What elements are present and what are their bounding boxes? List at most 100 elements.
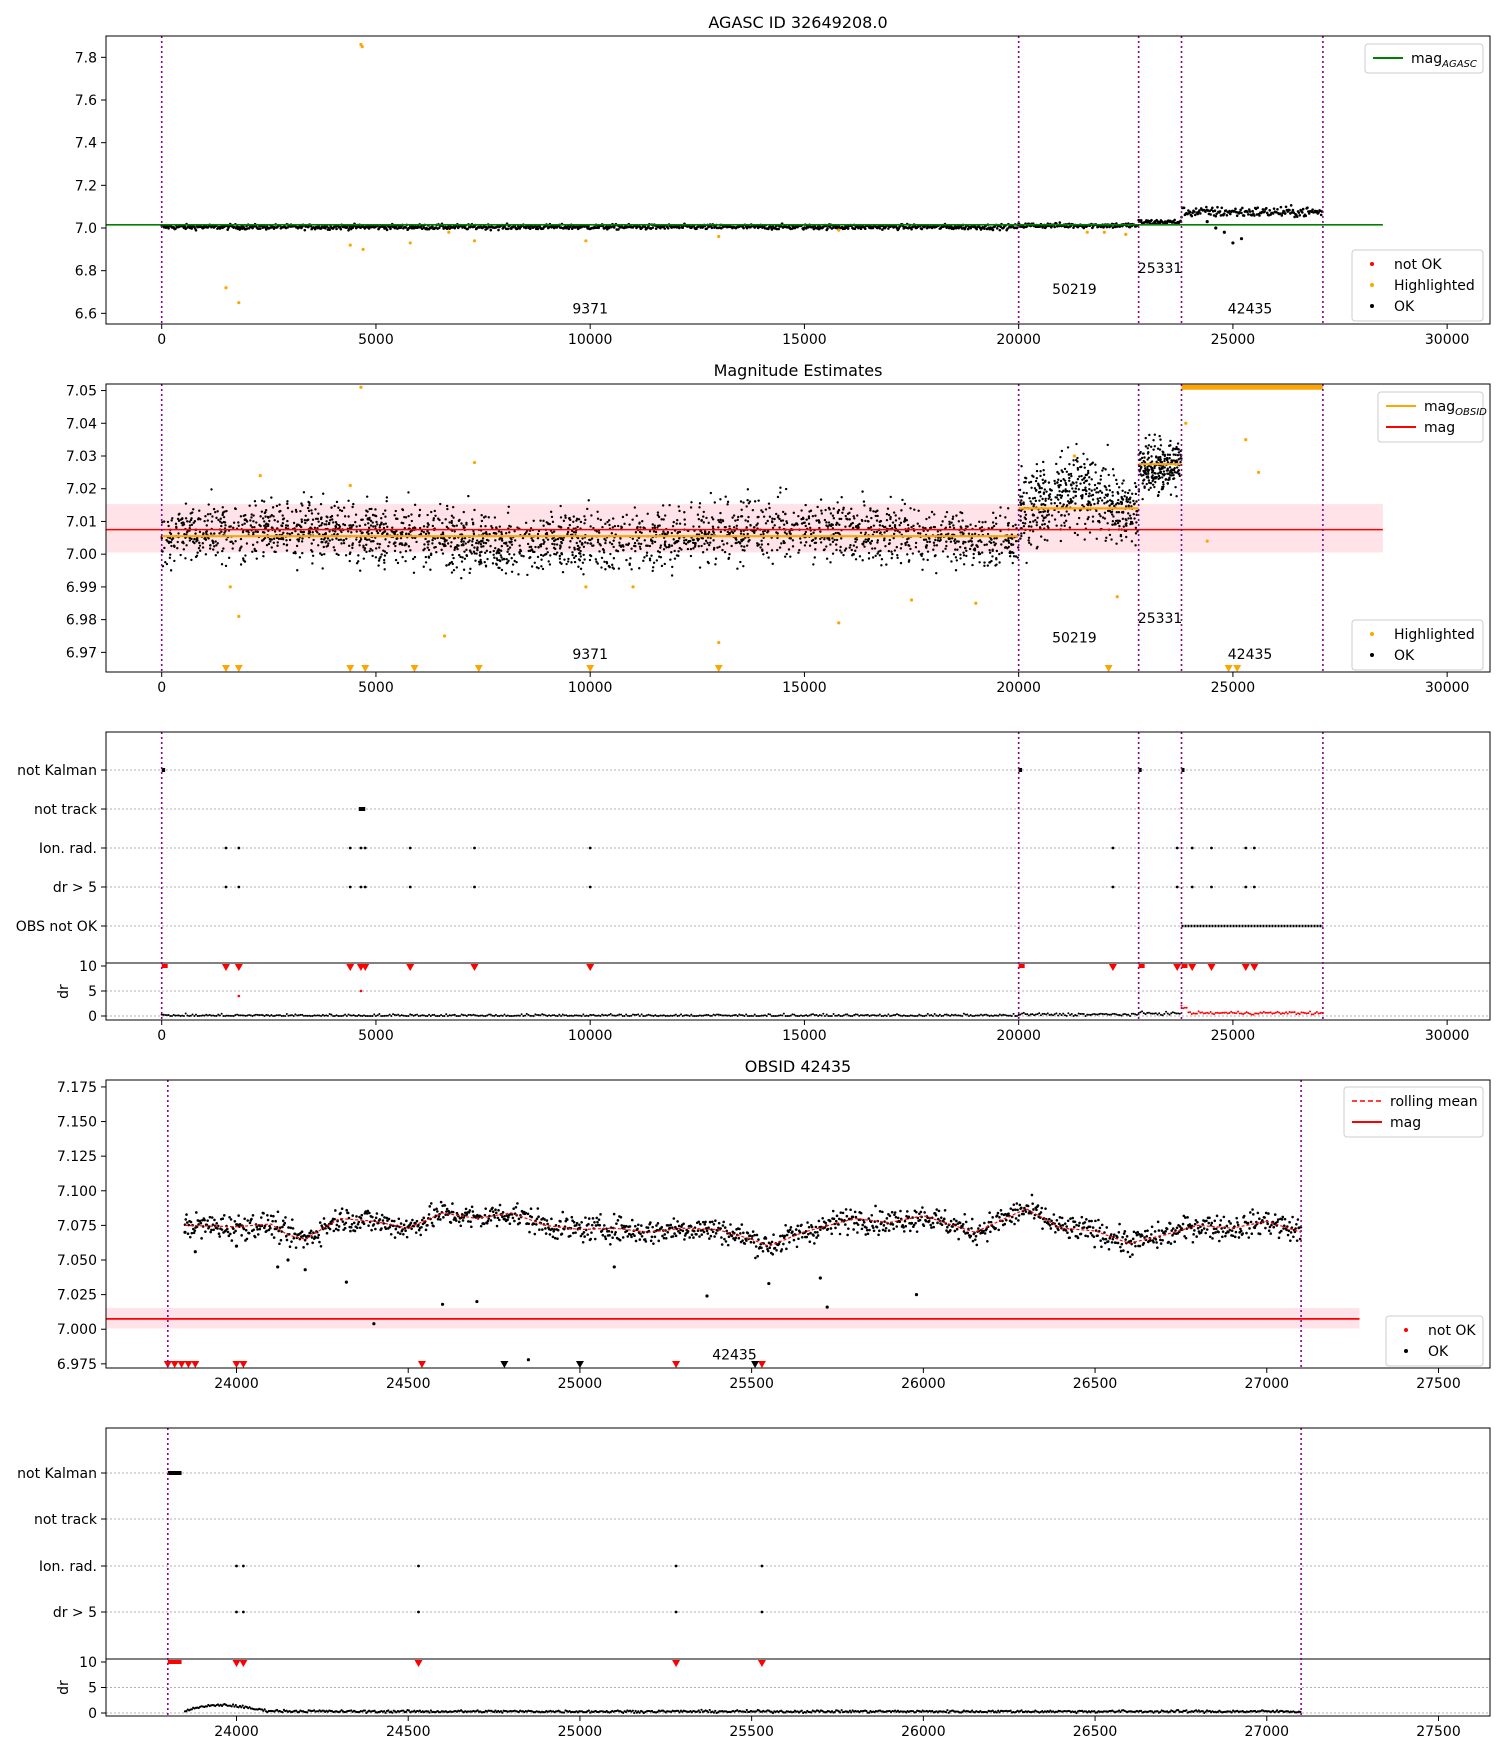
- ok-point: [290, 510, 294, 513]
- ok-point: [499, 554, 503, 557]
- ok-point: [1247, 213, 1250, 216]
- dr-point: [457, 1015, 460, 1017]
- ok-point: [662, 518, 665, 521]
- ok-point: [702, 510, 705, 514]
- ok-point: [339, 538, 343, 541]
- dr-point: [500, 1014, 503, 1017]
- ok-point: [413, 503, 417, 507]
- ok-point: [686, 547, 690, 551]
- ok-point: [728, 525, 731, 528]
- ok-point: [653, 526, 657, 530]
- ok-point: [254, 530, 257, 533]
- ok-point: [426, 546, 429, 549]
- ok-point: [452, 537, 456, 540]
- dr-axis-label: dr: [56, 984, 72, 999]
- ok-point: [592, 526, 595, 530]
- dr-point: [160, 1013, 163, 1016]
- dr-point: [467, 1013, 470, 1016]
- legend-box: [1364, 43, 1484, 74]
- ok-point: [364, 523, 367, 526]
- dr-point: [326, 1014, 329, 1017]
- ok-point: [885, 518, 889, 522]
- ok-point: [580, 543, 584, 546]
- ok-point: [930, 510, 934, 514]
- ok-point: [1111, 519, 1115, 523]
- ok-point: [340, 542, 343, 545]
- ok-point: [646, 544, 649, 547]
- ok-point: [457, 519, 461, 523]
- ok-point: [480, 562, 483, 565]
- ok-point: [500, 539, 504, 542]
- ok-point: [709, 536, 712, 540]
- ok-point: [513, 530, 516, 533]
- ok-point: [639, 526, 642, 529]
- ok-point: [1035, 521, 1039, 524]
- ok-point: [854, 558, 858, 561]
- ok-point: [725, 542, 729, 545]
- ok-point: [600, 566, 603, 569]
- ok-point: [1239, 208, 1242, 212]
- flag-ion-rad-mark: [224, 846, 228, 850]
- ok-point: [191, 511, 194, 514]
- ok-point: [455, 524, 458, 527]
- ok-point: [564, 516, 567, 519]
- dr-point: [347, 1013, 350, 1016]
- ok-point: [734, 537, 737, 540]
- dr-point: [544, 1014, 547, 1017]
- ok-point: [850, 548, 853, 552]
- ok-point: [498, 549, 501, 552]
- ok-point: [1121, 517, 1125, 521]
- ok-point: [722, 543, 725, 546]
- dr-point: [400, 1014, 403, 1017]
- ok-point: [176, 517, 180, 521]
- ok-point: [719, 511, 722, 515]
- ok-point: [1304, 214, 1308, 218]
- ok-point: [1056, 481, 1059, 484]
- ok-point: [521, 536, 525, 540]
- ok-point: [1066, 494, 1070, 497]
- dr-point: [409, 1013, 412, 1016]
- ok-point: [1104, 539, 1107, 542]
- dr-point: [311, 1015, 314, 1017]
- ok-point: [1072, 459, 1075, 462]
- ok-point: [1135, 500, 1138, 503]
- ok-point: [1021, 495, 1024, 498]
- ok-point: [493, 556, 496, 559]
- ok-point: [611, 563, 614, 567]
- ok-point: [925, 517, 928, 521]
- ok-point: [508, 552, 511, 556]
- ok-point: [529, 549, 532, 552]
- x-tick-label: 10000: [568, 332, 613, 348]
- dr-point: [162, 1013, 165, 1016]
- ok-point: [1058, 221, 1062, 224]
- dr-point: [170, 1015, 173, 1017]
- ok-point: [726, 500, 730, 504]
- y-tick-label: 7.02: [66, 482, 97, 498]
- ok-point: [427, 548, 431, 552]
- ok-point: [1166, 461, 1170, 464]
- ok-point: [523, 532, 527, 536]
- ok-point: [1007, 537, 1010, 540]
- ok-point: [983, 564, 986, 567]
- dr-point: [386, 1014, 389, 1017]
- ok-point: [205, 524, 208, 527]
- ok-point: [210, 488, 213, 491]
- ok-point: [219, 517, 222, 520]
- ok-point: [213, 545, 216, 548]
- dr-point: [263, 1015, 266, 1017]
- ok-point: [1059, 496, 1063, 499]
- ok-point: [832, 507, 835, 510]
- ok-point: [945, 544, 948, 548]
- dr-point: [313, 1014, 316, 1017]
- ok-point: [461, 556, 464, 559]
- flag-ion-rad-mark: [1252, 846, 1256, 850]
- ok-point: [362, 557, 366, 560]
- y-tick-label: 7.4: [75, 136, 97, 152]
- ok-point: [707, 561, 710, 565]
- dr-point: [498, 1015, 501, 1017]
- ok-point: [1028, 481, 1031, 484]
- ok-point: [318, 524, 321, 528]
- ok-point: [1177, 458, 1180, 461]
- dr-point: [453, 1013, 456, 1016]
- ok-point: [225, 538, 228, 541]
